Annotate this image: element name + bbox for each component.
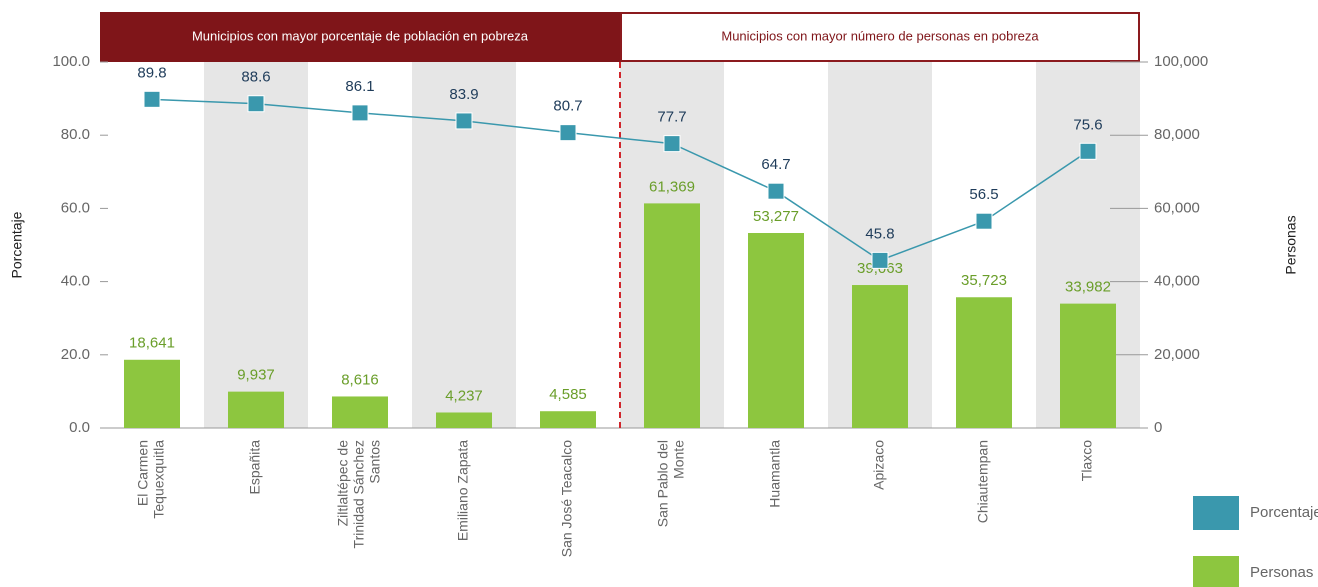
- x-tick-label: Monte: [671, 440, 687, 479]
- banner-right: [620, 12, 1140, 62]
- y2-tick-label: 0: [1154, 419, 1162, 436]
- line-value-label: 64.7: [761, 156, 790, 173]
- y2-tick-label: 100,000: [1154, 53, 1208, 70]
- bar: [332, 396, 388, 428]
- line-value-label: 80.7: [553, 98, 582, 115]
- line-value-label: 75.6: [1073, 116, 1102, 133]
- bar: [228, 391, 284, 428]
- line-value-label: 77.7: [657, 109, 686, 126]
- marker: [351, 104, 369, 122]
- bar-value-label: 4,585: [549, 386, 587, 403]
- marker: [559, 124, 577, 142]
- marker: [143, 90, 161, 108]
- bar-value-label: 35,723: [961, 272, 1007, 289]
- line-value-label: 86.1: [345, 78, 374, 95]
- y-tick-label: 20.0: [61, 346, 90, 363]
- x-tick-label: Españita: [247, 440, 263, 495]
- line-value-label: 88.6: [241, 69, 270, 86]
- marker: [455, 112, 473, 130]
- legend-label: Porcentaje: [1250, 504, 1318, 521]
- bar: [540, 411, 596, 428]
- x-tick-label: Emiliano Zapata: [455, 440, 471, 541]
- bar: [644, 203, 700, 428]
- banner-left-text: Municipios con mayor porcentaje de pobla…: [192, 28, 529, 43]
- bar: [124, 359, 180, 428]
- x-tick-label: Tlaxco: [1079, 440, 1095, 481]
- banner-right-text: Municipios con mayor número de personas …: [721, 28, 1039, 43]
- line-value-label: 56.5: [969, 186, 998, 203]
- marker: [247, 95, 265, 113]
- y2-tick-label: 80,000: [1154, 126, 1200, 143]
- bar: [748, 233, 804, 428]
- band: [204, 62, 308, 428]
- bar-value-label: 9,937: [237, 367, 275, 384]
- bar-value-label: 53,277: [753, 208, 799, 225]
- x-tick-label: Chiautempan: [975, 440, 991, 523]
- x-tick-label: Huamantla: [767, 440, 783, 508]
- line-value-label: 45.8: [865, 225, 894, 242]
- y2-tick-label: 20,000: [1154, 346, 1200, 363]
- bar-value-label: 4,237: [445, 387, 483, 404]
- y-tick-label: 40.0: [61, 273, 90, 290]
- marker: [767, 182, 785, 200]
- bar: [852, 285, 908, 428]
- y2-tick-label: 60,000: [1154, 199, 1200, 216]
- x-tick-label: Apizaco: [871, 440, 887, 490]
- bar-value-label: 33,982: [1065, 279, 1111, 296]
- legend-label: Personas: [1250, 564, 1313, 581]
- y-axis-label: Porcentaje: [9, 211, 25, 278]
- x-tick-label: Tequexquitla: [151, 440, 167, 519]
- x-tick-label: Santos: [367, 440, 383, 484]
- y2-axis-label: Personas: [1283, 215, 1299, 274]
- y-tick-label: 100.0: [52, 53, 90, 70]
- bar: [956, 297, 1012, 428]
- marker: [975, 212, 993, 230]
- y-tick-label: 0.0: [69, 419, 90, 436]
- line-value-label: 83.9: [449, 86, 478, 103]
- x-tick-label: Ziltlaltépec de: [335, 440, 351, 527]
- y-tick-label: 80.0: [61, 126, 90, 143]
- y2-tick-label: 40,000: [1154, 273, 1200, 290]
- x-tick-label: San Pablo del: [655, 440, 671, 527]
- bar-value-label: 61,369: [649, 178, 695, 195]
- bar-value-label: 8,616: [341, 371, 379, 388]
- x-tick-label: San José Teacalco: [559, 440, 575, 557]
- line: [151, 98, 1089, 262]
- legend-swatch: [1193, 556, 1239, 587]
- bar-value-label: 18,641: [129, 335, 175, 352]
- bar: [1060, 303, 1116, 428]
- marker: [871, 251, 889, 269]
- x-tick-label: El Carmen: [135, 440, 151, 506]
- banner-left: [100, 12, 620, 62]
- line-value-label: 89.8: [137, 64, 166, 81]
- legend-swatch: [1193, 496, 1239, 530]
- marker: [1079, 142, 1097, 160]
- bar: [436, 412, 492, 428]
- x-tick-label: Trinidad Sánchez: [351, 440, 367, 548]
- marker: [663, 135, 681, 153]
- y-tick-label: 60.0: [61, 199, 90, 216]
